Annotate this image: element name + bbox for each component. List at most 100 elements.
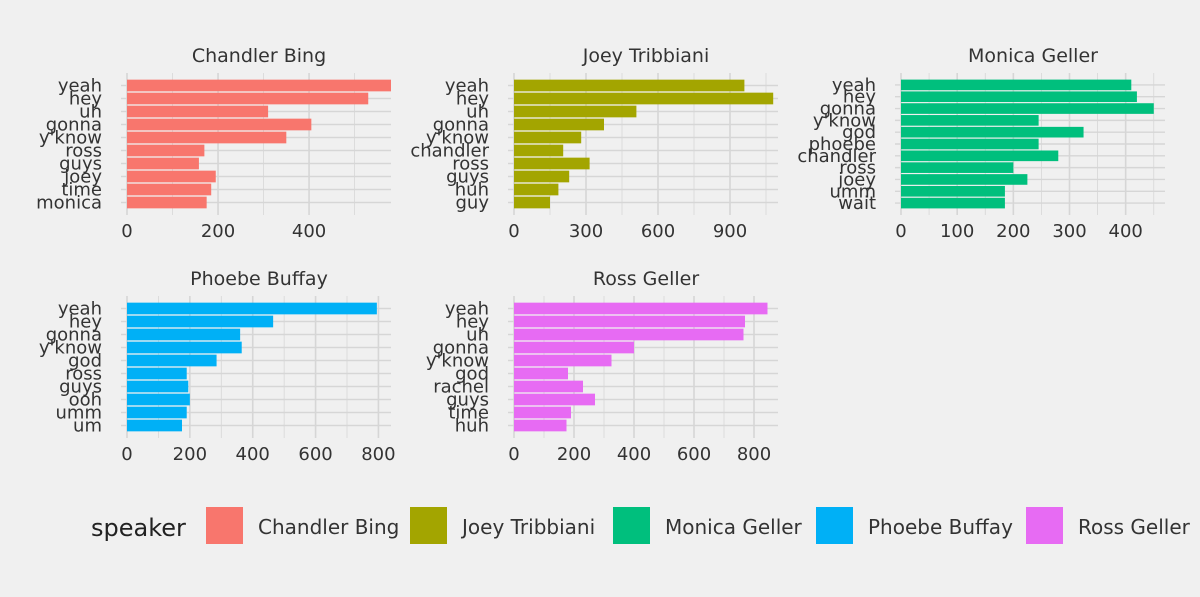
category-label: ross [65,364,102,385]
bar-rachel [514,380,583,393]
category-label: phoebe [809,134,876,155]
bar-ross [901,162,1014,173]
bar-uh [127,105,269,118]
bar-gonna [127,118,312,131]
category-label: time [61,180,102,201]
legend-entry: Joey Tribbiani [460,515,595,539]
category-label: huh [455,180,489,201]
category-label: uh [79,102,102,123]
legend-entry: Ross Geller [1078,515,1191,539]
x-tick-label: 0 [508,221,519,242]
category-label: guys [446,167,489,188]
bar-wait [901,197,1005,209]
bar-hey [901,91,1137,103]
x-tick-label: 0 [895,221,906,242]
bar-guys [514,393,595,406]
bar-god [901,126,1084,138]
category-label: umm [56,403,102,424]
bar-y'know [127,131,287,144]
bar-hey [127,315,274,328]
bar-gonna [514,118,604,131]
x-tick-label: 900 [713,221,747,242]
category-label: ooh [69,390,102,411]
category-label: y'know [426,128,489,149]
bar-yeah [127,302,377,315]
bar-phoebe [901,138,1039,150]
category-label: god [842,122,876,143]
x-tick-label: 400 [617,444,651,465]
bar-y'know [901,115,1039,126]
legend-swatch [206,507,243,544]
x-tick-label: 0 [121,444,132,465]
category-label: monica [36,193,102,214]
category-label: joey [837,169,876,190]
panel-title: Phoebe Buffay [190,268,328,290]
x-tick-label: 200 [557,444,591,465]
bar-guys [514,170,570,183]
bar-yeah [514,79,745,92]
category-label: uh [466,325,489,346]
category-label: joey [63,167,102,188]
bar-ross [127,367,187,380]
category-label: time [448,403,489,424]
x-tick-label: 600 [677,444,711,465]
category-label: gonna [46,325,102,346]
category-label: y'know [813,110,876,131]
bar-uh [514,105,637,118]
x-tick-label: 100 [940,221,974,242]
bar-umm [901,185,1005,197]
category-label: guy [456,193,490,214]
bar-monica [127,196,207,209]
legend-swatch [613,507,650,544]
panel-title: Monica Geller [968,45,1098,67]
category-label: hey [843,87,876,108]
panel-0: Chandler Bing yeahheyuhgonnay'knowrossguy… [36,45,391,242]
category-label: yeah [832,75,876,96]
legend-swatch [410,507,447,544]
panel-1: Joey Tribbiani yeahheyuhgonnay'knowchandl… [410,45,778,242]
category-label: gonna [46,115,102,136]
bar-y'know [514,354,612,367]
x-tick-label: 400 [292,221,326,242]
x-tick-label: 600 [641,221,675,242]
category-label: huh [455,416,489,437]
legend-swatch [816,507,853,544]
panel-title: Joey Tribbiani [582,45,709,67]
bar-time [127,183,212,196]
legend-title: speaker [91,514,186,542]
x-tick-label: 0 [121,221,132,242]
bar-uh [514,328,744,341]
bar-yeah [514,302,768,315]
bar-y'know [514,131,582,144]
category-label: chandler [797,146,876,167]
category-label: yeah [58,299,102,320]
category-label: y'know [426,351,489,372]
bar-ross [127,144,205,157]
category-label: hey [69,312,102,333]
category-label: god [455,364,489,385]
panel-title: Chandler Bing [192,45,326,67]
x-tick-label: 300 [569,221,603,242]
bar-umm [127,406,187,419]
legend-entry: Phoebe Buffay [868,515,1013,539]
bar-gonna [127,328,241,341]
category-label: y'know [39,128,102,149]
bar-hey [514,315,745,328]
category-label: gonna [433,115,489,136]
x-tick-label: 0 [508,444,519,465]
bar-um [127,419,182,432]
category-label: gonna [820,99,876,120]
x-tick-label: 400 [1109,221,1143,242]
category-label: rachel [433,377,489,398]
panel-2: Monica Geller yeahheygonnay'knowgodphoebe… [797,45,1165,242]
category-label: hey [456,312,489,333]
bar-guys [127,380,189,393]
bar-hey [127,92,369,105]
category-label: y'know [39,338,102,359]
panel-title: Ross Geller [593,268,699,290]
x-tick-label: 800 [361,444,395,465]
bar-god [127,354,217,367]
category-label: guys [59,377,102,398]
